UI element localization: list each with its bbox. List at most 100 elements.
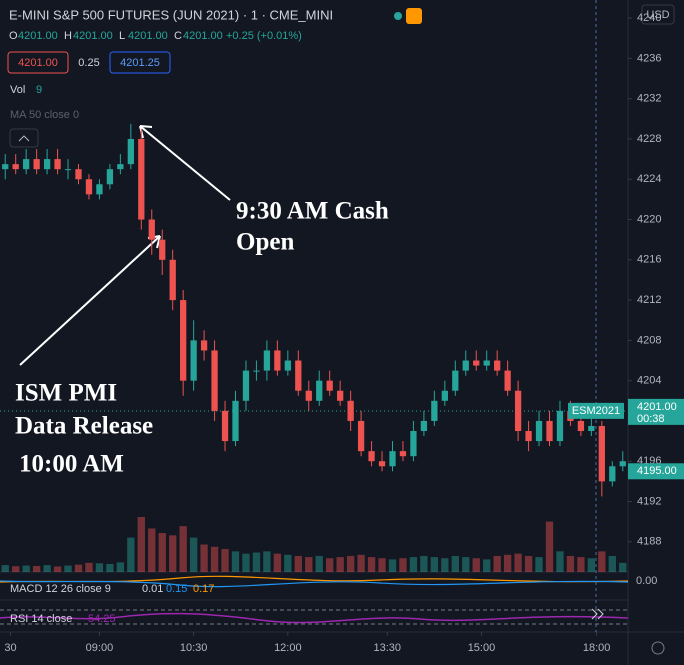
candle-body bbox=[274, 350, 281, 371]
volume-bar bbox=[514, 553, 522, 572]
candle-body bbox=[378, 461, 386, 467]
sell-price[interactable]: 4201.00 bbox=[18, 57, 58, 69]
delayed-badge bbox=[406, 8, 422, 24]
symbol-label: ESM2021 bbox=[572, 405, 620, 417]
sell-box[interactable] bbox=[7, 51, 69, 74]
volume-bar bbox=[305, 557, 313, 572]
candle-body bbox=[148, 219, 155, 240]
volume-bar bbox=[598, 551, 606, 572]
volume-bar bbox=[430, 557, 439, 572]
volume-bar bbox=[64, 565, 72, 572]
candle-body bbox=[190, 340, 197, 381]
volume-bar bbox=[95, 563, 104, 572]
last-price: 4201.00 bbox=[637, 401, 677, 413]
chart-title: E-MINI S&P 500 FUTURES (JUN 2021) · 1 · … bbox=[9, 7, 333, 22]
macd-value: 0.17 bbox=[193, 583, 214, 595]
candle-body bbox=[2, 164, 9, 170]
candle-body bbox=[117, 164, 124, 170]
currency[interactable]: USD bbox=[646, 9, 669, 21]
ma-label: MA 50 close 0 bbox=[10, 109, 79, 121]
candle-body bbox=[420, 420, 428, 432]
volume-bar bbox=[263, 551, 271, 572]
annotation-text: Data Release bbox=[15, 413, 153, 440]
y-tick-label: 4236 bbox=[637, 52, 661, 64]
volume-bar bbox=[483, 559, 491, 572]
candle-body bbox=[211, 350, 218, 411]
macd-value: 0.01 bbox=[142, 583, 163, 595]
macd-value: 0.15 bbox=[166, 583, 187, 595]
collapse-button[interactable] bbox=[9, 128, 39, 148]
x-tick-label: 12:00 bbox=[274, 642, 302, 654]
volume-bar bbox=[273, 553, 282, 572]
y-tick-label: 4216 bbox=[637, 254, 661, 266]
currency-box[interactable] bbox=[641, 4, 675, 25]
volume-bar bbox=[388, 559, 397, 572]
candle-body bbox=[295, 360, 302, 391]
candle-body bbox=[200, 340, 208, 351]
candle-body bbox=[64, 169, 72, 171]
scroll-button[interactable] bbox=[591, 608, 604, 620]
ohlc-value: 4201.00 bbox=[183, 30, 223, 42]
settings-icon[interactable] bbox=[651, 641, 665, 655]
volume-bar bbox=[169, 535, 177, 572]
candle-body bbox=[180, 300, 187, 381]
spread: 0.25 bbox=[78, 57, 99, 69]
volume-bar bbox=[535, 557, 543, 572]
volume-bar bbox=[367, 557, 376, 572]
candle-body bbox=[12, 164, 19, 170]
buy-box[interactable] bbox=[109, 51, 171, 74]
volume-value: 9 bbox=[36, 84, 42, 96]
candle-body bbox=[253, 370, 260, 372]
rsi-label: RSI 14 close bbox=[10, 613, 72, 625]
candle-body bbox=[514, 390, 522, 432]
volume-bar bbox=[252, 552, 261, 572]
ohlc-value: 4201.00 bbox=[128, 30, 168, 42]
macd-label: MACD 12 26 close 9 bbox=[10, 583, 111, 595]
volume-bar bbox=[577, 557, 585, 572]
volume-bar bbox=[106, 563, 114, 572]
y-tick-label: 4240 bbox=[637, 12, 661, 24]
candle-body bbox=[75, 169, 82, 180]
volume-bar bbox=[85, 562, 93, 572]
candle-body bbox=[431, 400, 438, 421]
candle-body bbox=[96, 184, 103, 195]
volume-bar bbox=[116, 562, 125, 572]
candle-body bbox=[525, 431, 532, 442]
ohlc-key: O bbox=[9, 30, 18, 42]
y-tick-label: 4192 bbox=[637, 495, 661, 507]
y-tick-label: 4188 bbox=[637, 536, 661, 548]
candle-body bbox=[169, 259, 176, 301]
volume-bar bbox=[357, 554, 365, 572]
annotation-text: 9:30 AM Cash bbox=[236, 198, 389, 225]
macd-axis-label: 0.00 bbox=[636, 575, 657, 587]
candle-body bbox=[337, 390, 344, 401]
candle-body bbox=[23, 159, 30, 170]
ohlc-key: C bbox=[174, 30, 182, 42]
ohlc-value: 4201.00 bbox=[73, 30, 113, 42]
candle-body bbox=[85, 179, 93, 195]
buy-price[interactable]: 4201.25 bbox=[120, 57, 160, 69]
y-tick-label: 4204 bbox=[637, 375, 661, 387]
volume-bar bbox=[12, 566, 20, 572]
volume-bar bbox=[221, 549, 229, 572]
last-price-tag bbox=[628, 398, 684, 425]
candle-body bbox=[347, 400, 354, 421]
volume-bar bbox=[378, 558, 386, 572]
candle-body bbox=[441, 390, 448, 401]
volume-bar bbox=[441, 558, 449, 572]
candle-body bbox=[326, 380, 333, 391]
volume-label: Vol bbox=[10, 84, 25, 96]
candle-body bbox=[263, 350, 271, 371]
y-tick-label: 4224 bbox=[637, 173, 661, 185]
rsi-line bbox=[0, 612, 629, 624]
collapse-icon[interactable] bbox=[18, 135, 30, 142]
volume-bar bbox=[336, 557, 344, 572]
candle-body bbox=[284, 360, 291, 371]
volume-bar bbox=[420, 555, 428, 572]
x-tick-label: 30 bbox=[4, 642, 16, 654]
annotation-text: Open bbox=[236, 229, 294, 256]
candle-body bbox=[33, 159, 40, 170]
candle-body bbox=[410, 431, 417, 457]
x-tick-label: 10:30 bbox=[180, 642, 208, 654]
